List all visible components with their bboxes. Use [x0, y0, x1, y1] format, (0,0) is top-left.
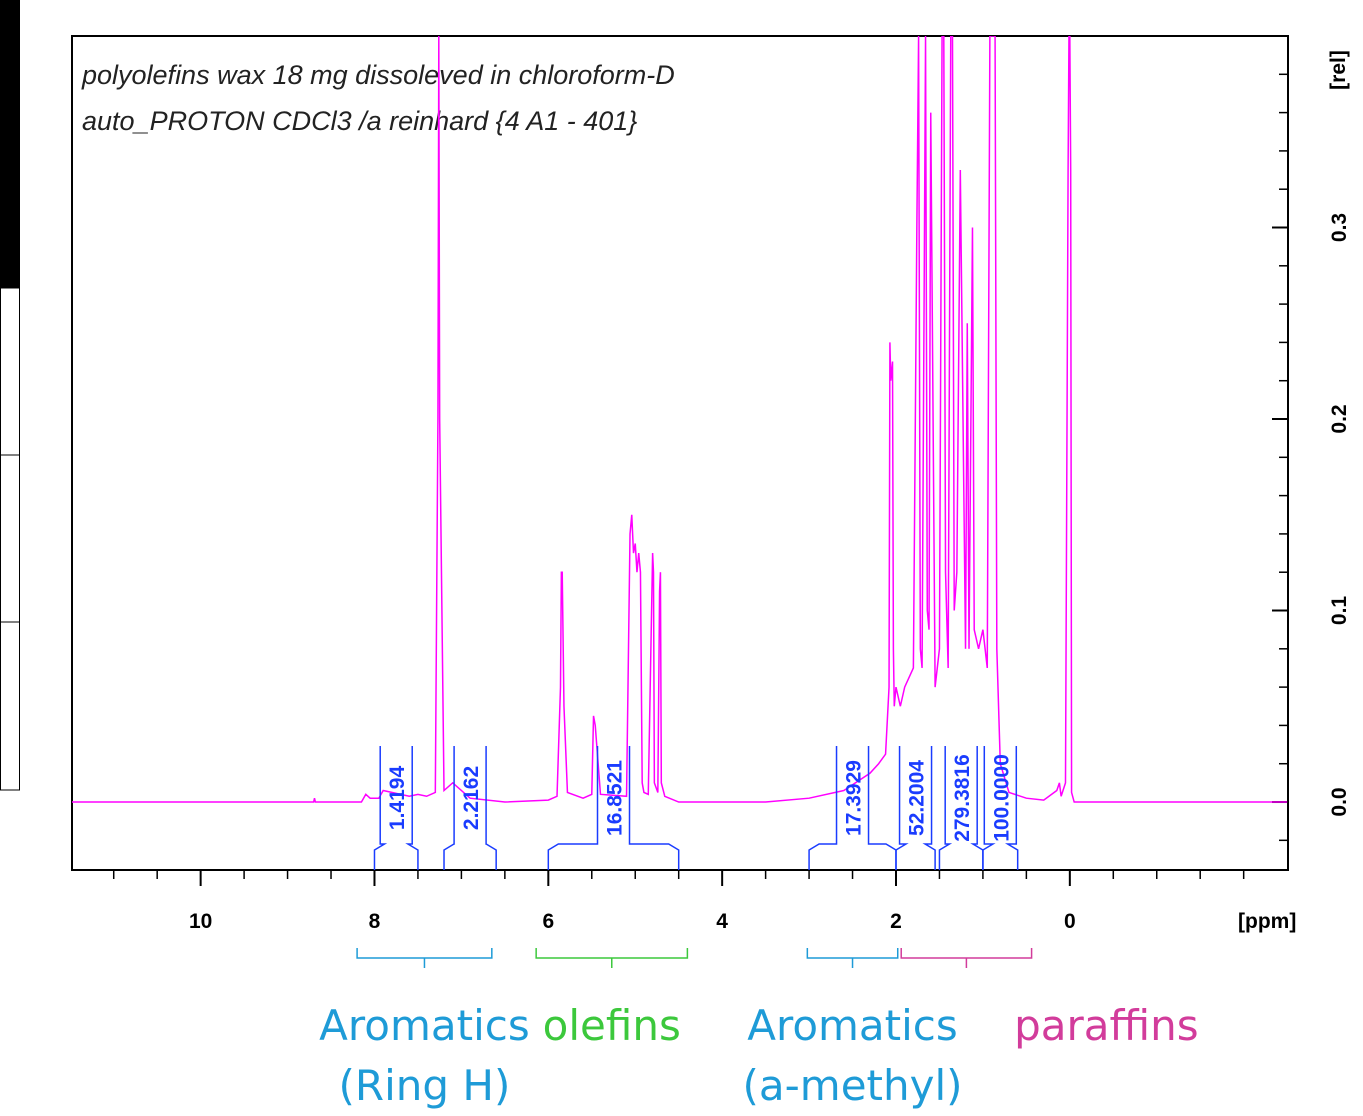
- integral-label: 16.8521: [604, 760, 627, 836]
- x-tick-label: 10: [189, 910, 212, 933]
- region-label: Aromatics: [747, 1001, 958, 1050]
- region-bracket: [535, 948, 689, 968]
- x-tick-label: 4: [716, 910, 728, 933]
- integral-label: 279.3816: [951, 754, 974, 842]
- integral-bracket: [970, 746, 984, 870]
- integral-bracket: [808, 746, 838, 870]
- x-tick-label: 8: [369, 910, 381, 933]
- integral-bracket: [547, 746, 599, 870]
- y-tick-label: 0.1: [1328, 596, 1351, 626]
- plot-area: [72, 36, 1288, 803]
- plot-frame: [71, 35, 1289, 871]
- integral-bracket: [895, 746, 909, 870]
- integral-label: 1.4194: [386, 766, 409, 831]
- x-tick-label: 0: [1064, 910, 1076, 933]
- integral-bracket: [485, 746, 497, 870]
- region-label: Aromatics: [319, 1001, 530, 1050]
- side-panel: [0, 287, 20, 456]
- x-tick-label: 6: [542, 910, 554, 933]
- integral-bracket: [938, 746, 953, 870]
- integral-bracket: [405, 746, 419, 870]
- integral-bracket: [628, 746, 680, 870]
- side-panel: [0, 621, 20, 791]
- region-label: olefins: [543, 1001, 681, 1050]
- region-bracket: [806, 948, 899, 968]
- title: polyolefins wax 18 mg dissoleved in chlo…: [81, 60, 675, 90]
- y-tick-label: 0.0: [1328, 787, 1351, 816]
- integral-bracket: [373, 746, 388, 870]
- region-label: (Ring H): [339, 1061, 511, 1110]
- integral-bracket: [1004, 746, 1019, 870]
- integral-bracket: [867, 746, 897, 870]
- y-tick-label: 0.3: [1328, 213, 1351, 242]
- title: auto_PROTON CDCl3 /a reinhard {4 A1 - 40…: [82, 106, 637, 136]
- integral-bracket: [443, 746, 455, 870]
- region-label: paraffins: [1014, 1001, 1199, 1050]
- y-axis-label: [rel]: [1327, 50, 1350, 90]
- side-panel: [0, 454, 20, 623]
- integral-label: 100.0000: [990, 754, 1013, 842]
- side-panel: [0, 0, 20, 288]
- integral-label: 2.2162: [460, 766, 483, 830]
- region-bracket: [900, 948, 1033, 968]
- y-tick-label: 0.2: [1328, 404, 1351, 433]
- integral-label: 17.3929: [843, 760, 866, 836]
- x-axis-label: [ppm]: [1238, 910, 1296, 933]
- region-label: (a-methyl): [743, 1061, 963, 1110]
- integral-bracket: [922, 746, 936, 870]
- integral-label: 52.2004: [906, 760, 929, 836]
- region-bracket: [356, 948, 493, 968]
- integral-bracket: [982, 746, 996, 870]
- x-tick-label: 2: [890, 910, 902, 933]
- spectrum-line: [72, 36, 1288, 803]
